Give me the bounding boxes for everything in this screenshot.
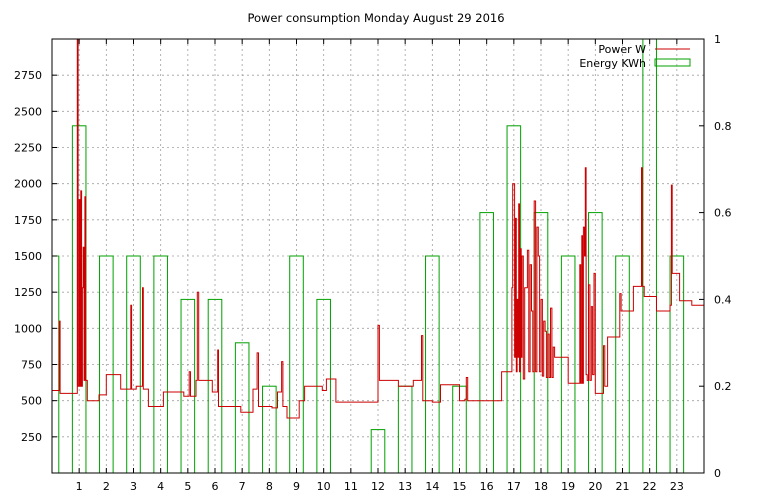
x-tick-label: 17 (507, 480, 521, 493)
x-tick-label: 11 (344, 480, 358, 493)
x-tick-label: 3 (130, 480, 137, 493)
y-tick-label: 1000 (14, 322, 42, 335)
legend-energy-swatch (654, 58, 691, 67)
x-tick-label: 21 (616, 480, 630, 493)
y-tick-label: 250 (21, 431, 42, 444)
y-tick-label: 2250 (14, 142, 42, 155)
x-tick-label: 20 (588, 480, 602, 493)
x-tick-label: 2 (103, 480, 110, 493)
x-tick-label: 16 (480, 480, 494, 493)
y2-tick-label: 0.8 (714, 120, 732, 133)
x-tick-label: 13 (398, 480, 412, 493)
y-tick-label: 2500 (14, 105, 42, 118)
y-tick-label: 750 (21, 359, 42, 372)
x-tick-label: 7 (239, 480, 246, 493)
y-tick-label: 1500 (14, 250, 42, 263)
x-tick-label: 22 (643, 480, 657, 493)
power-line (52, 38, 705, 419)
y-tick-label: 500 (21, 395, 42, 408)
x-tick-label: 9 (293, 480, 300, 493)
y2-tick-label: 0.2 (714, 380, 732, 393)
y2-tick-label: 1 (714, 33, 721, 46)
x-tick-label: 14 (425, 480, 439, 493)
power-series (52, 38, 705, 419)
x-tick-label: 23 (670, 480, 684, 493)
x-tick-label: 18 (534, 480, 548, 493)
y2-tick-label: 0 (714, 467, 721, 480)
x-tick-label: 19 (561, 480, 575, 493)
chart-title: Power consumption Monday August 29 2016 (247, 11, 504, 25)
x-tick-label: 8 (266, 480, 273, 493)
x-tick-label: 10 (317, 480, 331, 493)
legend: Power W Energy KWh (579, 43, 691, 70)
x-tick-label: 6 (212, 480, 219, 493)
x-tick-label: 5 (184, 480, 191, 493)
x-tick-label: 15 (453, 480, 467, 493)
x-tick-label: 12 (371, 480, 385, 493)
axes: 1 2 3 4 5 6 7 8 9 10 11 12 13 14 15 16 17 18 19 20 21 22 23250… (14, 33, 732, 493)
legend-power-label: Power W (598, 43, 646, 56)
y-tick-label: 1750 (14, 214, 42, 227)
x-tick-label: 1 (76, 480, 83, 493)
y2-tick-label: 0.4 (714, 293, 732, 306)
y-tick-label: 2000 (14, 178, 42, 191)
y-tick-label: 1250 (14, 286, 42, 299)
x-tick-label: 4 (157, 480, 164, 493)
legend-energy-label: Energy KWh (579, 57, 646, 70)
y-tick-label: 2750 (14, 69, 42, 82)
y2-tick-label: 0.6 (714, 207, 732, 220)
